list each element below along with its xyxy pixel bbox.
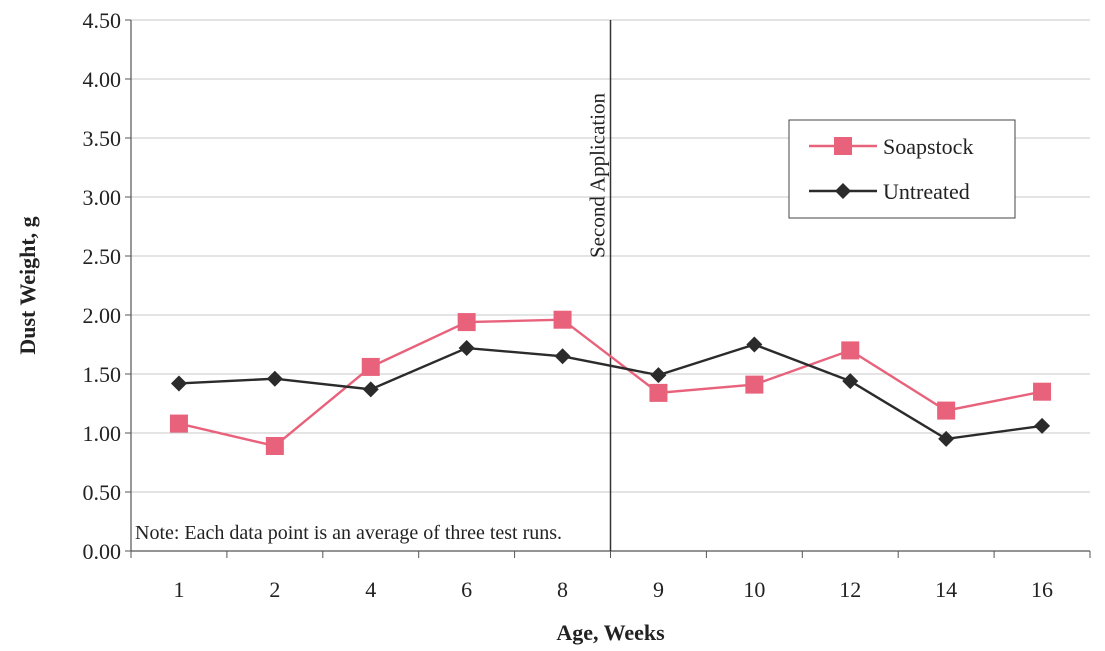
data-point-untreated: [458, 340, 475, 357]
legend-item-soapstock: Soapstock: [809, 134, 973, 159]
second-application-label: Second Application: [586, 92, 610, 258]
y-tick-label: 0.50: [83, 480, 122, 505]
x-tick-label: 12: [839, 577, 861, 602]
data-point-untreated: [362, 381, 379, 398]
y-tick-label: 4.50: [83, 8, 122, 33]
data-point-soapstock: [937, 401, 956, 420]
y-tick-labels: 0.00 0.50 1.00 1.50 2.00 2.50 3.00 3.50 4.00 4.50: [83, 8, 131, 564]
note-text: Note: Each data point is an average of t…: [135, 522, 562, 544]
legend-item-untreated: Untreated: [809, 179, 970, 204]
data-point-soapstock: [649, 383, 668, 402]
data-point-untreated: [746, 336, 763, 353]
data-point-untreated: [170, 375, 187, 392]
series-line-soapstock: [178, 318, 1043, 448]
x-tick-label: 10: [743, 577, 765, 602]
x-tick-label: 1: [173, 577, 184, 602]
legend-marker: [835, 183, 851, 199]
legend-items: Soapstock Untreated: [809, 134, 973, 204]
x-tick-label: 4: [365, 577, 376, 602]
y-tick-label: 2.00: [83, 303, 122, 328]
data-point-soapstock: [361, 357, 380, 376]
series-line-untreated: [178, 343, 1043, 441]
legend: Soapstock Untreated: [788, 119, 1016, 219]
data-point-untreated: [554, 348, 571, 365]
y-tick-label: 1.50: [83, 362, 122, 387]
x-axis-title: Age, Weeks: [556, 620, 665, 645]
y-tick-label: 3.00: [83, 185, 122, 210]
x-tick-label: 8: [557, 577, 568, 602]
data-point-untreated: [1034, 417, 1051, 434]
data-point-soapstock: [169, 414, 188, 433]
legend-label: Soapstock: [883, 134, 973, 159]
y-tick-label: 0.00: [83, 539, 122, 564]
x-tick-label: 14: [935, 577, 957, 602]
data-point-soapstock: [841, 341, 860, 360]
x-tick-labels: 1 2 4 6 8 9 10 12 14 16: [130, 551, 1091, 602]
data-point-untreated: [650, 367, 667, 384]
series-untreated: [170, 336, 1051, 447]
data-point-untreated: [266, 370, 283, 387]
y-tick-label: 4.00: [83, 67, 122, 92]
y-tick-label: 1.00: [83, 421, 122, 446]
data-point-soapstock: [457, 313, 476, 332]
x-tick-label: 16: [1031, 577, 1053, 602]
data-point-untreated: [938, 430, 955, 447]
legend-label: Untreated: [883, 179, 970, 204]
data-point-untreated: [842, 373, 859, 390]
data-point-soapstock: [745, 375, 764, 394]
legend-marker: [834, 137, 852, 155]
data-point-soapstock: [1033, 382, 1052, 401]
series-soapstock: [169, 310, 1052, 455]
legend-box: [788, 119, 1016, 219]
series: [169, 310, 1052, 455]
x-tick-label: 2: [269, 577, 280, 602]
data-point-soapstock: [553, 310, 572, 329]
x-tick-label: 6: [461, 577, 472, 602]
y-tick-label: 3.50: [83, 126, 122, 151]
x-tick-label: 9: [653, 577, 664, 602]
y-tick-label: 2.50: [83, 244, 122, 269]
data-point-soapstock: [265, 436, 284, 455]
y-axis-title: Dust Weight, g: [15, 216, 40, 354]
